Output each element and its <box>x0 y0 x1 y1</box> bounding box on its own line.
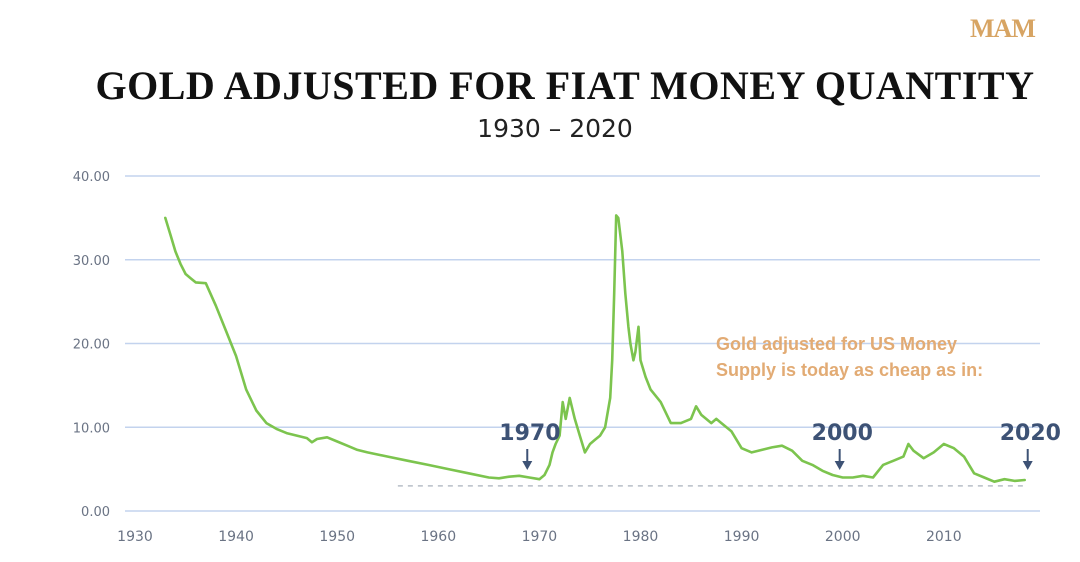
y-tick-label-0: 0.00 <box>81 505 110 520</box>
chart-subtitle: 1930 – 2020 <box>477 114 633 143</box>
y-tick-label-20: 20.00 <box>73 338 110 353</box>
chart-title: GOLD ADJUSTED FOR FIAT MONEY QUANTITY <box>95 63 1035 108</box>
marker-label-2020: 2020 <box>999 421 1061 446</box>
marker-arrows <box>522 449 1033 470</box>
annotation-line-1: Gold adjusted for US Money <box>716 334 958 354</box>
x-tick-label-2010: 2010 <box>926 529 962 545</box>
marker-arrowhead-1970 <box>522 461 533 470</box>
series-line-0 <box>164 214 1026 484</box>
x-tick-label-1980: 1980 <box>623 529 659 545</box>
y-tick-label-10: 10.00 <box>73 421 110 436</box>
x-tick-label-1950: 1950 <box>319 529 355 545</box>
x-axis-tick-labels: 1930 1940 1950 1960 1970 1980 1990 2000 2010 <box>117 529 961 545</box>
x-tick-label-1990: 1990 <box>724 529 760 545</box>
marker-label-2000: 2000 <box>811 421 873 446</box>
x-tick-label-1960: 1960 <box>420 529 456 545</box>
x-tick-label-2000: 2000 <box>825 529 861 545</box>
x-tick-label-1930: 1930 <box>117 529 153 545</box>
marker-label-1970: 1970 <box>499 421 561 446</box>
y-tick-label-40: 40.00 <box>73 170 110 185</box>
y-axis-tick-labels: 0.00 10.00 20.00 30.00 40.00 <box>73 170 110 520</box>
series-layer <box>164 214 1026 484</box>
annotation-line-2: Supply is today as cheap as in: <box>716 360 984 380</box>
grid-layer <box>125 175 1040 512</box>
brand-logo: MAM <box>970 14 1036 43</box>
x-tick-label-1940: 1940 <box>218 529 254 545</box>
y-tick-label-30: 30.00 <box>73 254 110 269</box>
marker-arrowhead-2020 <box>1022 461 1033 470</box>
marker-arrowhead-2000 <box>834 461 845 470</box>
x-tick-label-1970: 1970 <box>522 529 558 545</box>
